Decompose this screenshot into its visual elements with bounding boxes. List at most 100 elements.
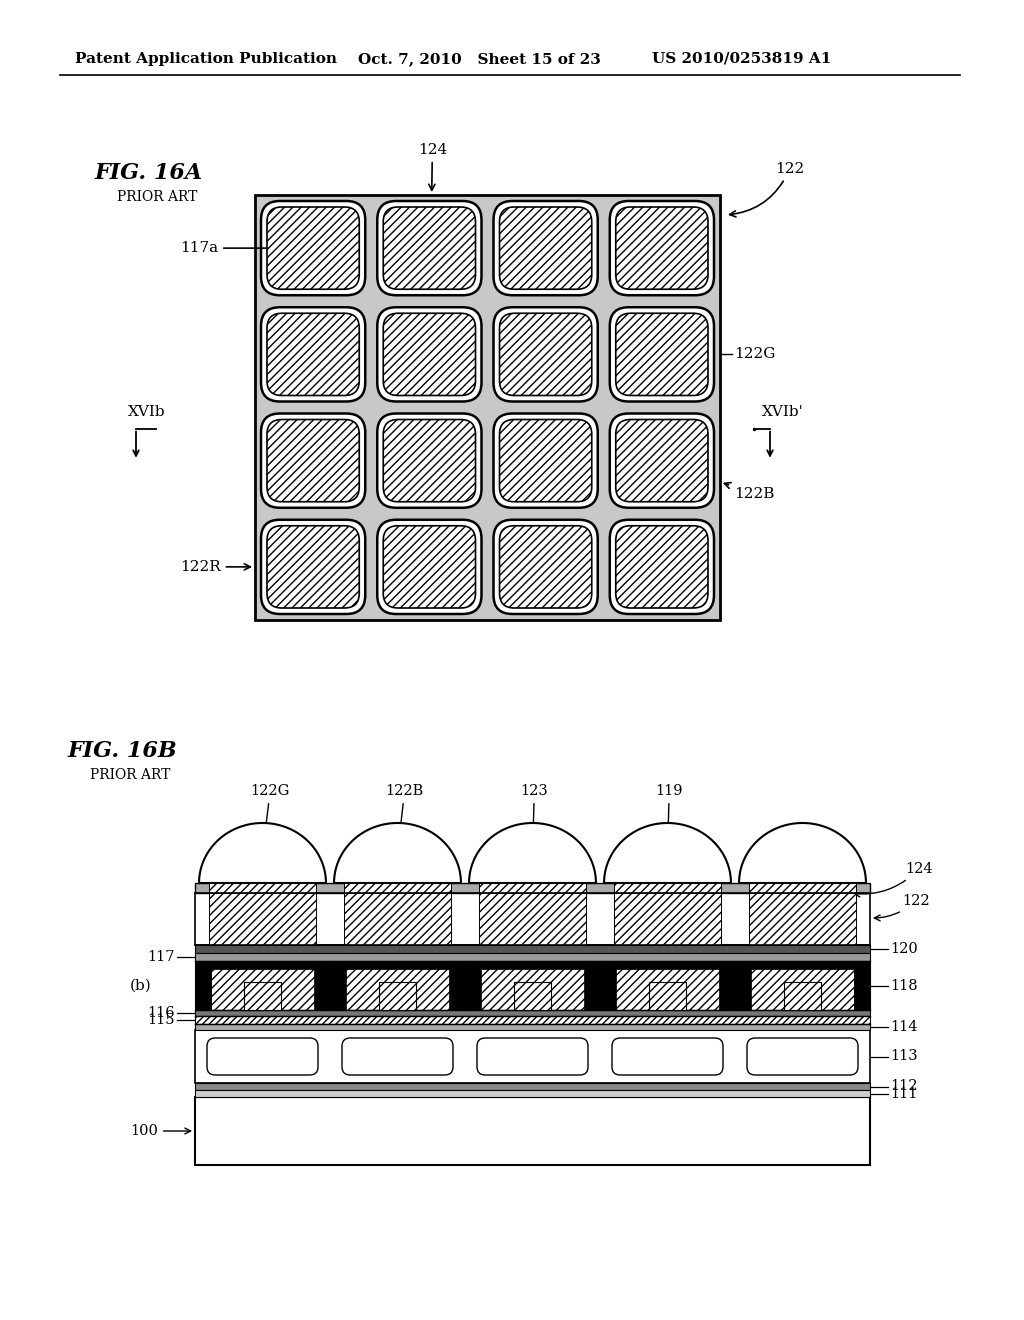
Bar <box>614 894 721 945</box>
Text: 122G: 122G <box>251 784 290 849</box>
Text: (b): (b) <box>130 978 152 993</box>
Bar <box>449 961 465 1010</box>
FancyBboxPatch shape <box>615 525 708 609</box>
Bar <box>584 961 600 1010</box>
Bar <box>209 878 316 894</box>
FancyBboxPatch shape <box>500 525 592 609</box>
FancyBboxPatch shape <box>609 308 714 401</box>
FancyBboxPatch shape <box>500 207 592 289</box>
Text: 122R: 122R <box>180 560 250 574</box>
Text: PRIOR ART: PRIOR ART <box>117 190 198 205</box>
Bar <box>648 982 686 1010</box>
Text: 117: 117 <box>147 950 175 964</box>
Text: 122B: 122B <box>385 784 424 849</box>
Text: 124: 124 <box>418 143 447 190</box>
FancyBboxPatch shape <box>377 308 481 401</box>
Text: 120: 120 <box>890 942 918 956</box>
Bar <box>854 961 870 1010</box>
Bar <box>614 878 721 894</box>
FancyBboxPatch shape <box>261 520 366 614</box>
Text: 124: 124 <box>854 862 933 898</box>
FancyBboxPatch shape <box>383 313 475 396</box>
Bar <box>195 894 870 945</box>
FancyBboxPatch shape <box>494 520 598 614</box>
FancyBboxPatch shape <box>267 207 359 289</box>
FancyBboxPatch shape <box>377 413 481 508</box>
Bar <box>379 982 417 1010</box>
Bar <box>600 961 616 1010</box>
Bar <box>195 961 870 1010</box>
FancyBboxPatch shape <box>383 420 475 502</box>
Bar <box>195 883 870 894</box>
Polygon shape <box>739 822 866 883</box>
Bar <box>195 953 870 961</box>
Bar <box>344 878 451 894</box>
Bar <box>195 1016 870 1024</box>
FancyBboxPatch shape <box>500 420 592 502</box>
Polygon shape <box>199 822 326 883</box>
Bar <box>854 961 870 1010</box>
Text: 119: 119 <box>655 784 683 849</box>
Text: 122: 122 <box>730 162 804 216</box>
Text: US 2010/0253819 A1: US 2010/0253819 A1 <box>652 51 831 66</box>
Text: 115: 115 <box>147 1012 175 1027</box>
Text: XVIb: XVIb <box>128 405 166 418</box>
Bar <box>195 961 211 1010</box>
Bar <box>314 961 330 1010</box>
FancyBboxPatch shape <box>261 201 366 296</box>
FancyBboxPatch shape <box>207 1038 318 1074</box>
Text: 122G: 122G <box>734 347 775 362</box>
Bar <box>195 1097 870 1166</box>
Text: Oct. 7, 2010   Sheet 15 of 23: Oct. 7, 2010 Sheet 15 of 23 <box>358 51 601 66</box>
FancyBboxPatch shape <box>383 525 475 609</box>
Bar <box>751 961 854 969</box>
FancyBboxPatch shape <box>609 520 714 614</box>
Bar <box>195 1010 870 1016</box>
FancyBboxPatch shape <box>342 1038 453 1074</box>
Text: 116: 116 <box>147 1006 175 1020</box>
Bar <box>346 961 449 969</box>
FancyBboxPatch shape <box>609 413 714 508</box>
FancyBboxPatch shape <box>494 413 598 508</box>
FancyBboxPatch shape <box>615 313 708 396</box>
Text: 111: 111 <box>890 1086 918 1101</box>
FancyBboxPatch shape <box>377 201 481 296</box>
FancyBboxPatch shape <box>746 1038 858 1074</box>
Bar <box>209 894 316 945</box>
Text: 118: 118 <box>890 978 918 993</box>
Text: 114: 114 <box>890 1020 918 1034</box>
Bar <box>749 878 856 894</box>
Text: 122: 122 <box>874 894 930 921</box>
FancyBboxPatch shape <box>609 201 714 296</box>
Bar <box>195 1030 870 1082</box>
Text: 113: 113 <box>890 1049 918 1064</box>
FancyBboxPatch shape <box>615 420 708 502</box>
Text: 122B: 122B <box>724 483 774 500</box>
Text: 117a: 117a <box>180 242 283 255</box>
Bar <box>195 1090 870 1097</box>
FancyBboxPatch shape <box>494 201 598 296</box>
FancyBboxPatch shape <box>500 313 592 396</box>
Bar <box>465 961 481 1010</box>
Bar <box>735 961 751 1010</box>
Text: XVIb': XVIb' <box>762 405 804 418</box>
Bar <box>616 961 719 969</box>
Bar <box>195 1024 870 1030</box>
Text: 100: 100 <box>130 1125 190 1138</box>
FancyBboxPatch shape <box>612 1038 723 1074</box>
Bar <box>479 894 586 945</box>
Polygon shape <box>469 822 596 883</box>
Bar <box>330 961 346 1010</box>
FancyBboxPatch shape <box>383 207 475 289</box>
FancyBboxPatch shape <box>477 1038 588 1074</box>
Bar <box>749 894 856 945</box>
Text: Patent Application Publication: Patent Application Publication <box>75 51 337 66</box>
Polygon shape <box>604 822 731 883</box>
FancyBboxPatch shape <box>615 207 708 289</box>
Text: FIG. 16A: FIG. 16A <box>95 162 203 183</box>
Bar <box>719 961 735 1010</box>
Bar <box>195 1082 870 1090</box>
FancyBboxPatch shape <box>267 313 359 396</box>
Polygon shape <box>334 822 461 883</box>
FancyBboxPatch shape <box>261 308 366 401</box>
